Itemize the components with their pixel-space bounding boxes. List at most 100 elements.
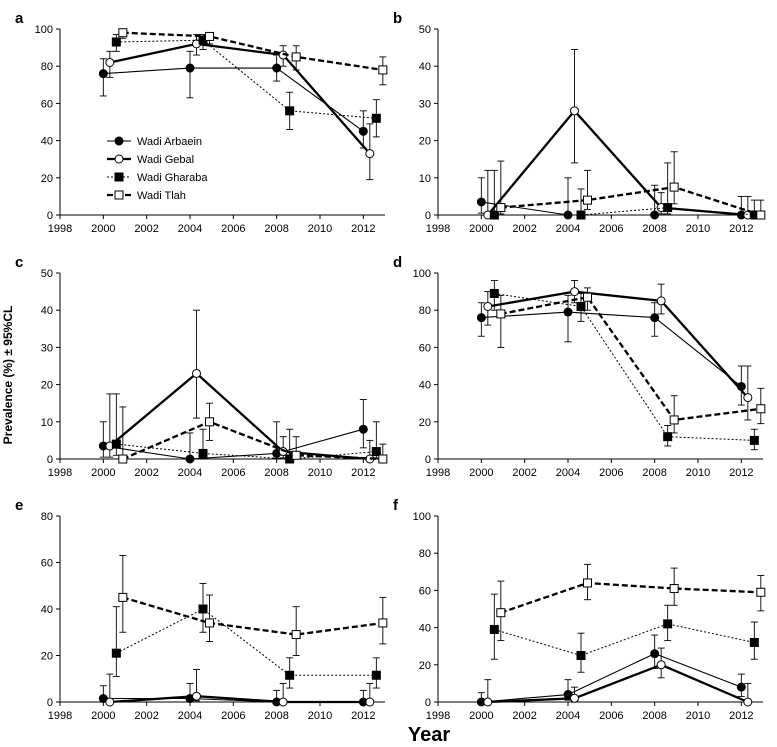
x-tick-label: 2006 — [599, 710, 623, 722]
series-wadi-tlah — [496, 287, 766, 434]
x-tick-label: 2004 — [556, 223, 580, 235]
x-tick-label: 1998 — [48, 223, 72, 235]
series-wadi-gharaba — [489, 162, 759, 220]
x-tick-label: 2006 — [599, 223, 623, 235]
x-tick-label: 2012 — [351, 467, 375, 479]
series-line — [103, 67, 364, 132]
data-point — [650, 210, 660, 220]
data-point — [650, 313, 660, 323]
legend-entry-gharaba: Wadi Gharaba — [107, 172, 208, 184]
data-point — [198, 604, 208, 614]
data-point — [291, 630, 301, 640]
series-line — [486, 109, 748, 217]
y-tick-label: 50 — [41, 268, 53, 280]
data-point — [583, 195, 592, 205]
x-tick-label: 1998 — [426, 710, 450, 722]
series-wadi-gharaba — [111, 582, 381, 689]
data-point — [118, 592, 128, 602]
series-line — [116, 608, 377, 676]
x-tick-label: 2004 — [556, 467, 580, 479]
data-point — [669, 584, 679, 594]
y-tick-label: 60 — [41, 98, 53, 110]
series-wadi-tlah — [118, 555, 388, 656]
series-line — [109, 42, 371, 155]
data-point — [192, 691, 201, 701]
data-point — [291, 450, 301, 460]
data-point — [185, 63, 195, 73]
data-point — [570, 287, 579, 297]
x-tick-label: 2004 — [178, 710, 202, 722]
panel-label-b: b — [393, 10, 402, 27]
x-tick-label: 2000 — [469, 710, 493, 722]
panel-d: d 0 20 40 60 80 100 1998 2000 2002 2004 2006 2008 201… — [393, 254, 766, 479]
x-tick-label: 1998 — [48, 467, 72, 479]
x-tick-label: 2000 — [469, 223, 493, 235]
x-tick-label: 2012 — [351, 223, 375, 235]
data-point — [118, 454, 128, 464]
x-tick-label: 2000 — [91, 710, 115, 722]
y-tick-label: 20 — [41, 173, 53, 185]
series-line — [500, 581, 761, 614]
panel-c: c 0 10 20 30 40 50 1998 2000 2002 2004 2006 2008 2010… — [15, 254, 388, 479]
y-tick-label: 40 — [419, 623, 431, 635]
x-tick-label: 2010 — [686, 467, 710, 479]
series-wadi-gebal — [483, 279, 753, 421]
series-line — [103, 428, 364, 460]
x-tick-label: 2002 — [512, 710, 536, 722]
x-tick-label: 2010 — [308, 223, 332, 235]
y-tick-label: 20 — [419, 417, 431, 429]
series-wadi-gharaba — [111, 34, 381, 138]
y-tick-label: 30 — [419, 98, 431, 110]
panel-a: a 0 20 40 60 80 100 1998 2000 2002 2004 2006 2008 201… — [15, 10, 388, 235]
series-wadi-gebal — [483, 49, 753, 220]
data-point — [656, 296, 666, 306]
series-line — [122, 596, 383, 636]
data-point — [358, 126, 368, 136]
x-tick-label: 2006 — [599, 467, 623, 479]
legend-marker-gebal — [114, 154, 124, 164]
data-point — [570, 106, 579, 116]
y-tick-label: 40 — [419, 380, 431, 392]
y-tick-label: 100 — [413, 268, 431, 280]
x-tick-label: 2010 — [686, 223, 710, 235]
y-tick-label: 30 — [41, 342, 53, 354]
x-tick-label: 2002 — [134, 467, 158, 479]
x-tick-label: 2008 — [264, 467, 288, 479]
x-tick-label: 2008 — [642, 710, 666, 722]
data-point — [749, 637, 759, 647]
y-tick-label: 40 — [41, 305, 53, 317]
x-tick-label: 2000 — [469, 467, 493, 479]
data-point — [576, 301, 586, 311]
data-point — [489, 210, 499, 220]
data-point — [371, 447, 381, 457]
series-line — [481, 311, 742, 387]
series-wadi-tlah — [118, 402, 388, 464]
panel-f: f 0 20 40 60 80 100 1998 2000 2002 2004 2006 2008 201… — [393, 497, 766, 722]
data-point — [371, 670, 381, 680]
y-tick-label: 10 — [41, 417, 53, 429]
x-tick-label: 2010 — [686, 710, 710, 722]
data-point — [669, 415, 679, 425]
y-tick-label: 40 — [41, 604, 53, 616]
series-line — [487, 290, 749, 399]
data-point — [371, 113, 381, 123]
x-tick-label: 2008 — [264, 710, 288, 722]
data-point — [669, 182, 679, 192]
y-tick-label: 20 — [41, 651, 53, 663]
y-tick-label: 80 — [419, 548, 431, 560]
data-point — [118, 28, 128, 38]
data-point — [291, 52, 301, 62]
series-line — [500, 185, 762, 217]
data-point — [736, 682, 746, 692]
y-tick-label: 20 — [419, 660, 431, 672]
y-tick-label: 40 — [419, 61, 431, 73]
data-point — [378, 454, 388, 464]
data-point — [650, 649, 660, 659]
x-tick-label: 2004 — [178, 223, 202, 235]
series-line — [109, 372, 370, 461]
series-line — [494, 207, 755, 216]
data-point — [489, 288, 499, 298]
data-point — [205, 31, 214, 41]
data-point — [656, 660, 666, 670]
